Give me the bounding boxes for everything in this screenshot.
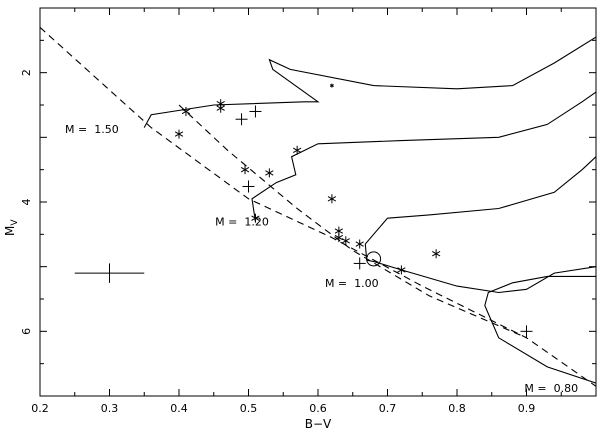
plot-lines — [40, 26, 596, 387]
asterisk-point — [355, 239, 364, 249]
plot-frame — [39, 7, 597, 397]
asterisk-point — [174, 129, 184, 139]
x-tick-label: 0.9 — [518, 402, 536, 415]
evolutionary-track — [364, 156, 596, 261]
asterisk-point — [216, 103, 225, 113]
small-star-point — [329, 83, 334, 88]
asterisk-stroke — [327, 196, 337, 202]
asterisk-stroke — [293, 147, 302, 153]
axis-ticks — [39, 7, 597, 397]
asterisk-point — [265, 168, 274, 178]
axis-tick-labels: 0.2 0.3 0.4 0.5 0.6 0.7 0.8 0.9 2 4 6 — [20, 69, 535, 415]
plus-point — [520, 325, 533, 338]
asterisk-stroke — [341, 238, 350, 244]
y-tick-label: 4 — [20, 199, 33, 206]
asterisk-point — [240, 165, 250, 175]
mass-labels: M = 1.50 M = 1.20 M = 1.00 M = 0.80 — [65, 123, 578, 395]
asterisk-point — [334, 233, 343, 243]
x-axis-label: B−V — [305, 417, 332, 431]
y-tick-label: 6 — [20, 328, 33, 335]
asterisk-stroke — [216, 101, 225, 107]
plus-point — [353, 257, 366, 270]
evolutionary-track — [484, 305, 596, 384]
asterisk-stroke — [240, 166, 250, 173]
mass-label: M = 1.50 — [65, 123, 119, 136]
y-axis-label: MV — [3, 219, 20, 236]
asterisk-point — [432, 249, 441, 259]
asterisk-point — [327, 194, 337, 204]
y-tick-label: 2 — [20, 69, 33, 76]
plus-point — [249, 105, 262, 118]
mass-label: M = 0.80 — [524, 382, 578, 395]
asterisk-point — [397, 265, 406, 275]
y-axis-label-sub: V — [10, 219, 20, 226]
asterisk-stroke — [334, 234, 343, 241]
sun-circle-marker — [366, 251, 382, 267]
asterisk-point — [251, 213, 260, 223]
asterisk-stroke — [265, 170, 274, 176]
mass-label: M = 1.20 — [215, 215, 269, 228]
evolutionary-track — [143, 36, 596, 128]
x-tick-label: 0.2 — [31, 402, 49, 415]
asterisk-stroke — [334, 228, 343, 234]
zams-dashed-line — [40, 26, 596, 387]
x-tick-label: 0.6 — [309, 402, 327, 415]
asterisk-stroke — [216, 105, 225, 111]
x-tick-label: 0.7 — [379, 402, 397, 415]
asterisk-stroke — [397, 267, 406, 273]
evolutionary-track — [366, 259, 596, 294]
x-tick-label: 0.5 — [240, 402, 258, 415]
plot-markers — [74, 83, 533, 338]
x-tick-label: 0.8 — [448, 402, 466, 415]
asterisk-stroke — [251, 215, 260, 221]
evolutionary-track — [251, 91, 596, 222]
asterisk-stroke — [355, 241, 364, 247]
mass-label: M = 1.00 — [325, 277, 379, 290]
plus-point — [235, 113, 248, 126]
asterisk-point — [181, 106, 191, 116]
evolutionary-track — [484, 275, 596, 306]
plus-point — [242, 180, 255, 193]
asterisk-stroke — [174, 131, 184, 137]
y-axis-label-main: M — [3, 226, 17, 236]
asterisk-stroke — [432, 251, 441, 257]
small-star-stroke — [329, 84, 334, 88]
asterisk-point — [293, 145, 302, 155]
asterisk-point — [341, 236, 350, 246]
asterisk-stroke — [181, 108, 191, 115]
x-tick-label: 0.4 — [170, 402, 188, 415]
x-tick-label: 0.3 — [101, 402, 119, 415]
